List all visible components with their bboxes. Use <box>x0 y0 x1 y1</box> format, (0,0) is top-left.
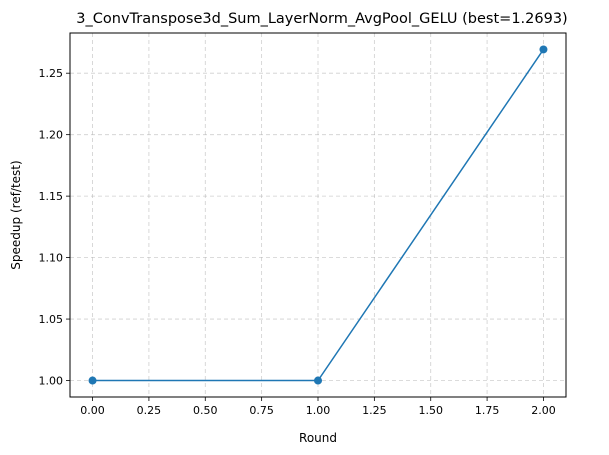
y-tick-label: 1.15 <box>39 190 64 203</box>
y-tick-label: 1.10 <box>39 252 64 265</box>
chart-title: 3_ConvTranspose3d_Sum_LayerNorm_AvgPool_… <box>76 11 567 27</box>
y-tick-label: 1.20 <box>39 129 64 142</box>
y-tick-label: 1.00 <box>39 375 64 388</box>
data-point <box>88 376 97 385</box>
x-tick-label: 1.25 <box>362 404 387 417</box>
x-tick-label: 0.25 <box>137 404 162 417</box>
x-axis: 0.00 0.25 0.50 0.75 1.00 1.25 1.50 1.75 2.00 <box>80 397 556 417</box>
x-tick-label: 1.00 <box>306 404 331 417</box>
x-tick-label: 1.50 <box>418 404 443 417</box>
x-tick-label: 0.00 <box>80 404 105 417</box>
data-point <box>314 376 322 385</box>
y-axis: 1.00 1.05 1.10 1.15 1.20 1.25 <box>39 67 70 388</box>
grid <box>70 33 566 397</box>
y-tick-label: 1.05 <box>39 313 64 326</box>
x-axis-label: Round <box>299 431 337 445</box>
x-tick-label: 2.00 <box>531 404 556 417</box>
x-tick-label: 0.75 <box>249 404 274 417</box>
series-group <box>88 45 548 385</box>
x-tick-label: 0.50 <box>193 404 218 417</box>
y-tick-label: 1.25 <box>39 67 64 80</box>
y-axis-label: Speedup (ref/test) <box>9 160 23 269</box>
data-point <box>539 45 548 54</box>
x-tick-label: 1.75 <box>475 404 500 417</box>
